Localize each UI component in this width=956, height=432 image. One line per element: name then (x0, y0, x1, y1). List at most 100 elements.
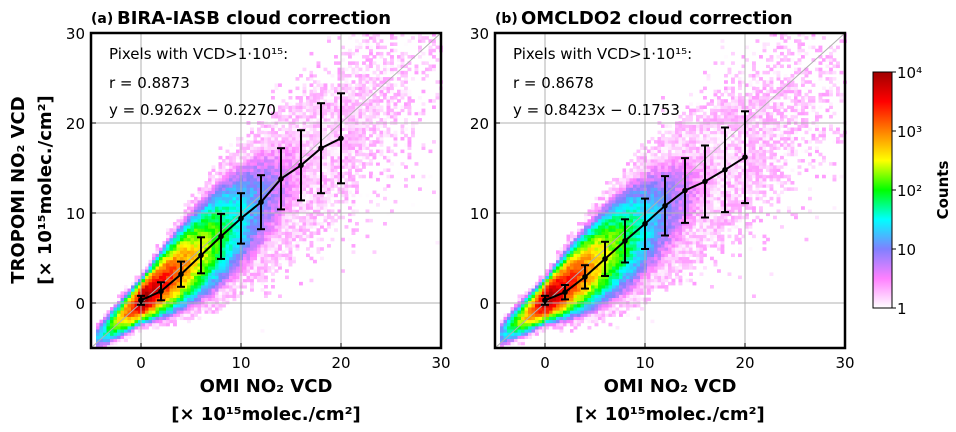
heatmap-cell (400, 92, 405, 97)
heatmap-cell (271, 244, 275, 248)
heatmap-cell (288, 206, 293, 210)
heatmap-cell (348, 127, 352, 132)
heatmap-cell (183, 209, 188, 213)
heatmap-cell (591, 212, 595, 217)
heatmap-cell (208, 222, 212, 226)
heatmap-cell (348, 111, 352, 116)
heatmap-cell (250, 196, 254, 201)
heatmap-cell (591, 294, 595, 298)
heatmap-cell (629, 303, 634, 308)
heatmap-cell (271, 209, 275, 213)
heatmap-cell (253, 171, 258, 176)
heatmap-cell (127, 310, 132, 314)
heatmap-cell (556, 266, 560, 270)
heatmap-cell (232, 199, 237, 204)
heatmap-cell (608, 275, 613, 280)
heatmap-cell (351, 118, 356, 122)
heatmap-cell (316, 124, 321, 128)
heatmap-cell (306, 234, 310, 239)
heatmap-cell (173, 313, 177, 317)
heatmap-cell (654, 269, 658, 273)
heatmap-cell (668, 209, 672, 213)
heatmap-cell (640, 174, 644, 179)
heatmap-cell (127, 325, 132, 330)
heatmap-cell (330, 73, 335, 78)
heatmap-cell (334, 149, 338, 154)
heatmap-cell (327, 165, 331, 169)
heatmap-cell (152, 266, 156, 270)
heatmap-cell (372, 86, 377, 91)
heatmap-cell (323, 102, 328, 106)
heatmap-cell (264, 294, 268, 298)
heatmap-cell (414, 70, 419, 75)
heatmap-cell (110, 313, 114, 317)
heatmap-cell (309, 218, 314, 223)
heatmap-cell (615, 231, 620, 235)
heatmap-cell (169, 222, 174, 226)
heatmap-cell (271, 253, 275, 258)
heatmap-cell (201, 259, 205, 264)
heatmap-cell (313, 225, 317, 229)
heatmap-cell (580, 234, 585, 239)
heatmap-cell (313, 215, 317, 220)
heatmap-cell (612, 203, 616, 207)
heatmap-cell (211, 190, 216, 195)
heatmap-cell (355, 159, 359, 163)
heatmap-cell (619, 275, 623, 280)
heatmap-cell (243, 199, 247, 204)
heatmap-cell (563, 275, 567, 280)
heatmap-cell (598, 278, 602, 283)
heatmap-cell (570, 253, 574, 258)
heatmap-cell (650, 250, 655, 254)
heatmap-cell (222, 181, 226, 185)
heatmap-cell (218, 269, 223, 273)
heatmap-cell (250, 140, 254, 144)
heatmap-cell (629, 231, 634, 235)
heatmap-cell (292, 130, 296, 135)
heatmap-cell (180, 253, 184, 258)
heatmap-cell (295, 228, 300, 232)
heatmap-cell (418, 45, 422, 50)
heatmap-cell (148, 297, 153, 302)
heatmap-cell (580, 285, 585, 289)
heatmap-cell (633, 181, 637, 185)
heatmap-cell (292, 237, 296, 242)
heatmap-cell (407, 108, 412, 113)
heatmap-cell (162, 291, 167, 295)
heatmap-cell (260, 225, 265, 229)
heatmap-cell (612, 206, 616, 210)
heatmap-cell (138, 325, 142, 330)
heatmap-cell (598, 199, 602, 204)
heatmap-cell (278, 196, 282, 201)
heatmap-cell (271, 234, 275, 239)
heatmap-cell (636, 168, 641, 172)
heatmap-cell (626, 190, 630, 195)
heatmap-cell (169, 285, 174, 289)
heatmap-cell (330, 105, 335, 109)
heatmap-cell (390, 36, 394, 40)
heatmap-cell (397, 64, 401, 69)
heatmap-cell (337, 77, 342, 81)
heatmap-cell (278, 206, 282, 210)
heatmap-cell (288, 155, 293, 160)
heatmap-cell (243, 215, 247, 220)
heatmap-cell (647, 253, 651, 258)
heatmap-cell (661, 152, 665, 157)
heatmap-cell (608, 259, 613, 264)
heatmap-cell (650, 190, 655, 195)
heatmap-cell (176, 291, 181, 295)
heatmap-cell (327, 130, 331, 135)
heatmap-cell (152, 253, 156, 258)
heatmap-cell (316, 206, 321, 210)
heatmap-cell (612, 303, 616, 308)
heatmap-cell (372, 155, 377, 160)
heatmap-cell (267, 181, 272, 185)
heatmap-cell (654, 162, 658, 166)
heatmap-cell (393, 133, 398, 138)
heatmap-cell (267, 203, 272, 207)
heatmap-cell (309, 146, 314, 150)
heatmap-cell (376, 73, 380, 78)
heatmap-cell (330, 159, 335, 163)
heatmap-cell (521, 335, 525, 339)
heatmap-cell (208, 184, 212, 188)
